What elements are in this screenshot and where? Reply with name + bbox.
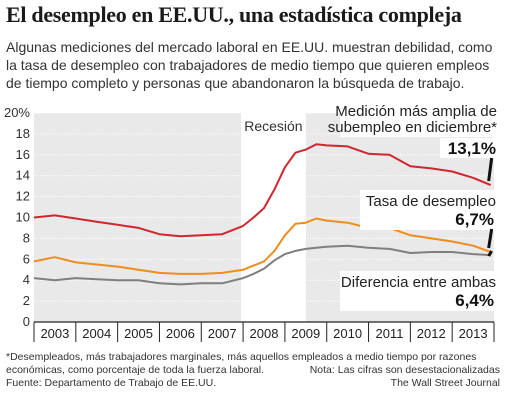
x-tick-label: 2005 (124, 326, 153, 341)
x-tick-label: 2011 (375, 326, 403, 341)
y-tick-label: 6 (23, 251, 30, 266)
value-label-difference: 6,4% (455, 291, 494, 310)
source-text: Fuente: Departamento de Trabajo de EE.UU… (6, 377, 217, 389)
x-tick-label: 2004 (82, 326, 111, 341)
series-line (33, 217, 492, 275)
y-axis: 20% 18 16 14 12 10 8 6 4 2 0 (4, 105, 30, 329)
x-tick-label: 2008 (250, 326, 279, 341)
series-label-unemployment: Tasa de desempleo (366, 193, 496, 210)
label-bg-unemployment (360, 190, 497, 230)
credit-text: The Wall Street Journal (390, 377, 500, 389)
y-tick-label: 10 (16, 210, 30, 225)
label-bg-difference (340, 271, 498, 311)
value-pointer (487, 250, 493, 257)
y-tick-label: 4 (23, 272, 30, 287)
footnote: *Desempleados, más trabajadores marginal… (6, 351, 500, 390)
chart-title: El desempleo en EE.UU., una estadística … (6, 2, 462, 27)
x-tick-label: 2006 (166, 326, 195, 341)
y-tick-label: 20% (4, 105, 30, 120)
y-tick-label: 14 (16, 168, 30, 183)
series-label-difference: Diferencia entre ambas (341, 274, 496, 291)
series-label-broad-line2: subempleo en diciembre* (328, 119, 497, 136)
chart-subtitle: Algunas mediciones del mercado laboral e… (6, 39, 493, 91)
x-tick-label: 2010 (333, 326, 362, 341)
label-bg-broad (340, 101, 500, 137)
x-tick-label: 2012 (417, 326, 446, 341)
y-tick-label: 18 (16, 126, 30, 141)
seasonal-note: Nota: Las cifras son desestacionalizadas (309, 364, 500, 376)
y-tick-label: 0 (23, 314, 30, 329)
y-tick-label: 16 (16, 147, 30, 162)
footnote-line1: *Desempleados, más trabajadores marginal… (6, 351, 477, 363)
value-pointer (487, 157, 494, 182)
series-line (33, 143, 492, 238)
x-tick-label: 2003 (40, 326, 69, 341)
series-lines (33, 143, 492, 286)
value-label-unemployment: 6,7% (455, 210, 494, 229)
y-tick-label: 2 (23, 293, 30, 308)
x-axis: 2003 2004 2005 2006 2007 2008 2009 2010 2011 2012… (33, 321, 495, 342)
series-line (33, 244, 491, 286)
x-tick-label: 2009 (291, 326, 320, 341)
x-tick-label: 2007 (208, 326, 237, 341)
y-tick-label: 8 (23, 230, 30, 245)
footnote-line2: económicas, como porcentaje de toda la f… (6, 364, 264, 376)
recession-label: Recesión (244, 118, 302, 134)
value-pointer (487, 228, 494, 249)
value-bg-broad (440, 138, 496, 158)
series-label-broad-line1: Medición más amplia de (335, 103, 497, 120)
value-label-broad: 13,1% (448, 139, 496, 158)
y-tick-label: 12 (16, 189, 30, 204)
value-pointers (487, 157, 494, 257)
series-annotations: Medición más amplia de subempleo en dici… (328, 101, 500, 311)
x-tick-label: 2013 (459, 326, 488, 341)
